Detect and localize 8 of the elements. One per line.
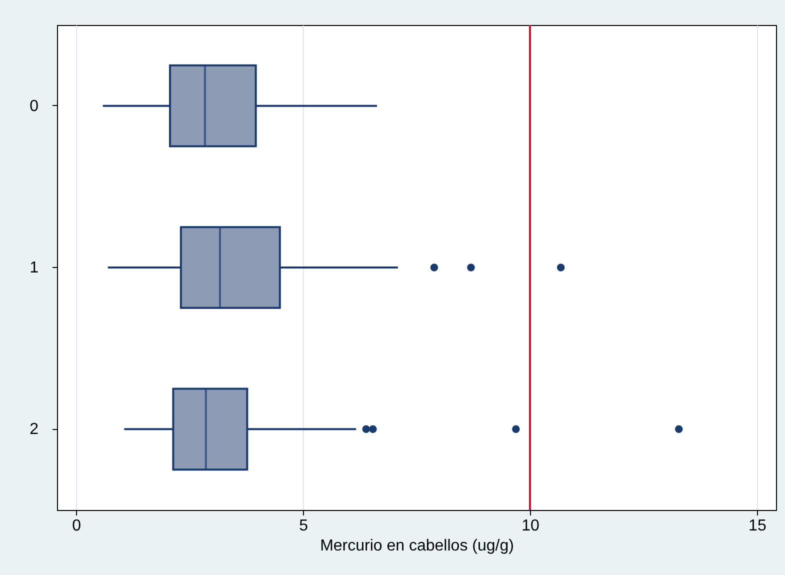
x-axis-title: Mercurio en cabellos (ug/g) [320,538,514,554]
x-tick-label: 5 [299,518,308,534]
x-tick-label: 15 [748,518,766,534]
x-tick-label: 0 [72,518,82,534]
y-tick-label: 0 [30,98,39,115]
y-tick-label: 1 [30,260,39,276]
x-tick-label: 10 [522,518,540,534]
y-tick-label: 2 [30,421,39,438]
